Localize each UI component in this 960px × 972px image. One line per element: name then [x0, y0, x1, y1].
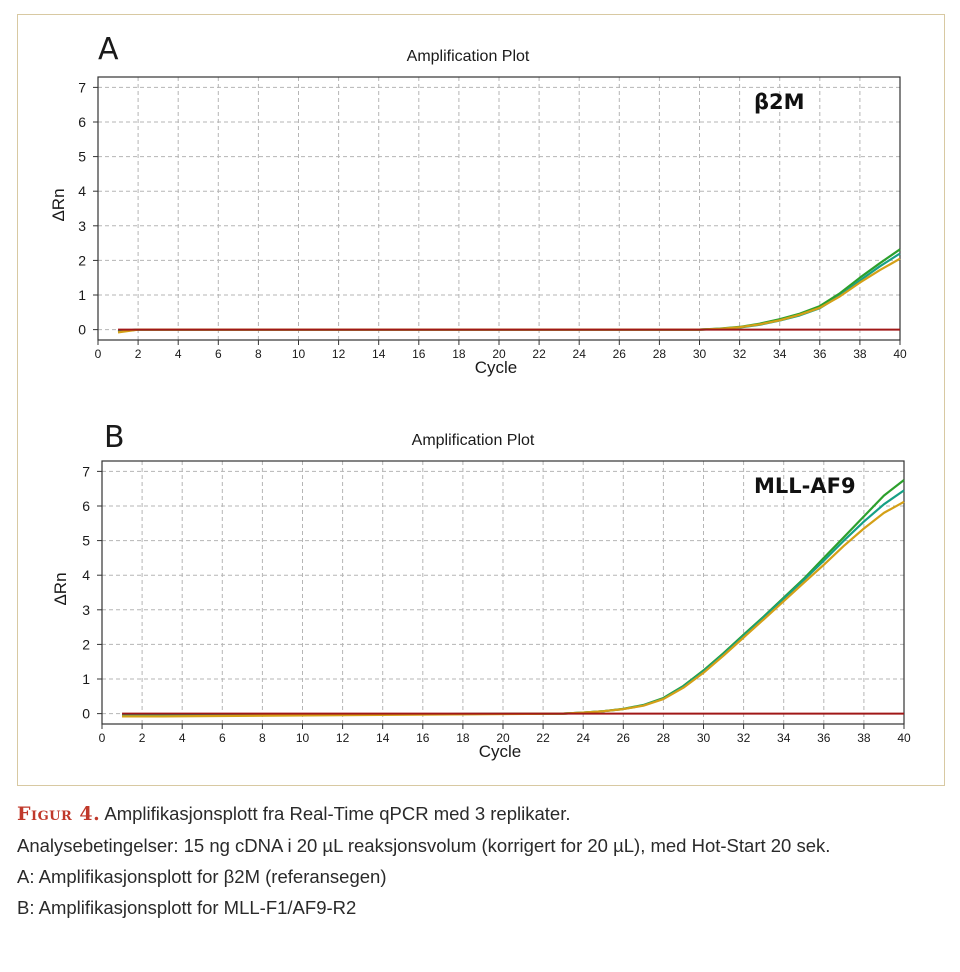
panel-a-x-tick-32: 32: [733, 347, 747, 361]
panel-a-letter: A: [98, 32, 119, 67]
panel-b-title: Amplification Plot: [412, 432, 535, 449]
panel-b-x-tick-34: 34: [777, 731, 791, 745]
panel-a-series-3: [117, 257, 901, 334]
figure-caption: Figur 4. Amplifikasjonsplott fra Real-Ti…: [17, 798, 947, 923]
panel-a: A Amplification Plot 0 2 4 6 8 10 12 14 16 18 20 22…: [49, 32, 907, 377]
panel-a-x-tick-38: 38: [853, 347, 867, 361]
panel-b-x-tick-30: 30: [697, 731, 711, 745]
panel-a-gene-label: β2M: [754, 90, 805, 114]
panel-b-x-tick-2: 2: [139, 731, 146, 745]
panel-a-y-tick-4: 4: [78, 183, 86, 199]
panel-b-x-tick-36: 36: [817, 731, 831, 745]
panel-a-y-tick-2: 2: [78, 252, 86, 268]
panel-a-x-tick-12: 12: [332, 347, 346, 361]
panel-a-x-tick-14: 14: [372, 347, 386, 361]
panel-a-x-tick-4: 4: [175, 347, 182, 361]
panel-a-x-tick-16: 16: [412, 347, 426, 361]
panel-b-x-tick-8: 8: [259, 731, 266, 745]
panel-a-x-tick-30: 30: [693, 347, 707, 361]
panel-a-x-tick-22: 22: [532, 347, 546, 361]
figure-svg: A Amplification Plot 0 2 4 6 8 10 12 14 16 18 20 22…: [49, 32, 911, 761]
panel-b-x-tick-16: 16: [416, 731, 430, 745]
panel-b-x-tick-20: 20: [496, 731, 510, 745]
panel-a-x-tick-26: 26: [613, 347, 627, 361]
panel-a-y-tick-1: 1: [78, 287, 86, 303]
panel-a-y-tick-3: 3: [78, 218, 86, 234]
panel-b-y-tick-7: 7: [82, 463, 90, 479]
panel-b-x-tick-26: 26: [617, 731, 631, 745]
panel-b-letter: B: [104, 420, 125, 455]
panel-b-y-tick-3: 3: [82, 602, 90, 618]
panel-a-x-tick-28: 28: [653, 347, 667, 361]
caption-line-4: B: Amplifikasjonsplott for MLL-F1/AF9-R2: [17, 897, 357, 918]
panel-a-plot: 0 2 4 6 8 10 12 14 16 18 20 22 24 26 28 30 32 34 36 38 40012…: [78, 76, 907, 361]
panel-b-x-tick-28: 28: [657, 731, 671, 745]
panel-b-x-tick-40: 40: [897, 731, 911, 745]
panel-b-axes-box: [101, 460, 905, 725]
figure-frame: A Amplification Plot 0 2 4 6 8 10 12 14 16 18 20 22…: [17, 14, 945, 786]
panel-a-title: Amplification Plot: [407, 48, 530, 65]
panel-b-y-tick-1: 1: [82, 671, 90, 687]
panel-b-x-tick-22: 22: [536, 731, 550, 745]
panel-b-x-tick-12: 12: [336, 731, 350, 745]
panel-a-x-tick-24: 24: [573, 347, 587, 361]
panel-a-y-tick-7: 7: [78, 79, 86, 95]
panel-a-x-axis-label: Cycle: [475, 358, 518, 377]
panel-b-y-tick-5: 5: [82, 533, 90, 549]
caption-line-2: Analysebetingelser: 15 ng cDNA i 20 µL r…: [17, 835, 831, 856]
panel-b-gene-label: MLL-AF9: [754, 474, 856, 498]
panel-a-axes-box: [97, 76, 901, 341]
panel-a-x-tick-40: 40: [893, 347, 907, 361]
panel-b-x-tick-38: 38: [857, 731, 871, 745]
panel-a-x-tick-2: 2: [135, 347, 142, 361]
panel-b-x-tick-4: 4: [179, 731, 186, 745]
panel-b: B Amplification Plot 0 2 4 6 8 10 12 14 16 18 20 22…: [51, 420, 911, 761]
panel-b-y-tick-0: 0: [82, 706, 90, 722]
panel-a-y-tick-6: 6: [78, 114, 86, 130]
panel-b-series-2: [122, 489, 905, 717]
panel-a-x-tick-18: 18: [452, 347, 466, 361]
panel-b-x-tick-24: 24: [577, 731, 591, 745]
figure-label: Figur 4.: [17, 803, 101, 825]
panel-b-plot: 0 2 4 6 8 10 12 14 16 18 20 22 24 26 28 30 32 34 36 38 40012…: [82, 460, 911, 745]
caption-line-3: A: Amplifikasjonsplott for β2M (referans…: [17, 866, 387, 887]
panel-b-x-tick-10: 10: [296, 731, 310, 745]
panel-a-y-tick-5: 5: [78, 149, 86, 165]
panel-a-x-tick-20: 20: [492, 347, 506, 361]
panel-b-x-tick-0: 0: [99, 731, 106, 745]
panel-a-x-tick-34: 34: [773, 347, 787, 361]
panel-a-x-tick-8: 8: [255, 347, 262, 361]
panel-b-x-tick-18: 18: [456, 731, 470, 745]
panel-b-y-tick-6: 6: [82, 498, 90, 514]
panel-a-x-tick-0: 0: [95, 347, 102, 361]
panel-b-x-axis-label: Cycle: [479, 742, 522, 761]
panel-a-x-tick-10: 10: [292, 347, 306, 361]
panel-a-y-axis-label: ΔRn: [49, 188, 68, 221]
panel-b-y-axis-label: ΔRn: [51, 572, 70, 605]
caption-line-1: Figur 4. Amplifikasjonsplott fra Real-Ti…: [17, 798, 947, 830]
panel-a-x-tick-36: 36: [813, 347, 827, 361]
panel-b-x-tick-14: 14: [376, 731, 390, 745]
panel-b-y-tick-2: 2: [82, 636, 90, 652]
caption-line-1-text: Amplifikasjonsplott fra Real-Time qPCR m…: [100, 803, 571, 824]
panel-a-x-tick-6: 6: [215, 347, 222, 361]
panel-b-x-tick-6: 6: [219, 731, 226, 745]
panel-b-series-3: [122, 500, 905, 718]
panel-a-y-tick-0: 0: [78, 322, 86, 338]
panel-b-x-tick-32: 32: [737, 731, 751, 745]
panel-b-y-tick-4: 4: [82, 567, 90, 583]
